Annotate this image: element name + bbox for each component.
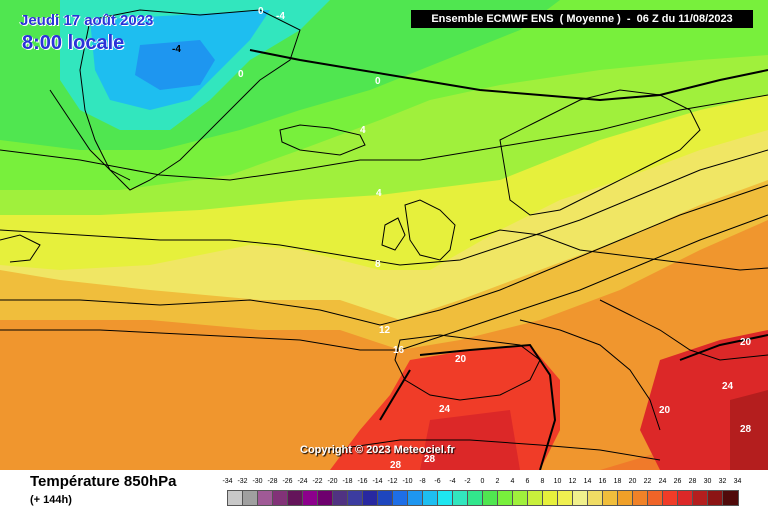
legend-tick-label: 14 [583, 478, 592, 485]
legend-tick-label: -18 [342, 478, 353, 485]
legend-tick-label: -6 [434, 478, 441, 485]
forecast-lead-time: (+ 144h) [30, 494, 72, 506]
legend-tick-label: 32 [718, 478, 727, 485]
model-run-header: Ensemble ECMWF ENS ( Moyenne ) - 06 Z du… [411, 10, 753, 28]
legend-tick-label: -16 [357, 478, 368, 485]
iso-label: 0 [375, 76, 381, 87]
legend-tick-label: 4 [510, 478, 515, 485]
iso-label: 20 [740, 337, 752, 348]
band-minus6 [135, 40, 215, 90]
forecast-date: Jeudi 17 août 2023 [20, 12, 154, 29]
legend-tick-label: 34 [733, 478, 742, 485]
iso-label: 12 [379, 325, 391, 336]
legend-tick-label: 22 [643, 478, 652, 485]
iso-label: 16 [393, 345, 405, 356]
legend-tick-label: -30 [252, 478, 263, 485]
forecast-time: 8:00 locale [22, 32, 125, 54]
iso-label: 24 [439, 404, 451, 415]
variable-title: Température 850hPa [30, 473, 177, 490]
legend-swatch [722, 490, 739, 506]
iso-label: 4 [360, 125, 366, 136]
legend-tick-label: -14 [372, 478, 383, 485]
temperature-map: 0 0 0 -4 -4 4 4 8 12 16 20 20 20 24 24 2… [0, 0, 768, 470]
iso-label: 28 [740, 424, 752, 435]
legend-tick-label: -26 [282, 478, 293, 485]
legend-tick-label: -32 [237, 478, 248, 485]
iso-label: 24 [722, 381, 734, 392]
legend-tick-label: 8 [540, 478, 545, 485]
iso-label: 0 [238, 69, 244, 80]
isotherms [0, 49, 768, 470]
legend-tick-label: 24 [658, 478, 667, 485]
iso-label: 4 [376, 188, 382, 199]
iso-label: 20 [455, 354, 467, 365]
legend-tick-label: -24 [297, 478, 308, 485]
iso-label: -4 [276, 11, 285, 22]
iso-label: 28 [390, 460, 402, 470]
legend-tick-label: -4 [449, 478, 456, 485]
legend-tick-label: 2 [495, 478, 500, 485]
iso-label: 0 [258, 6, 264, 17]
hot-core-east [730, 390, 768, 470]
map-canvas: 0 0 0 -4 -4 4 4 8 12 16 20 20 20 24 24 2… [0, 0, 768, 470]
legend-tick-label: 20 [628, 478, 637, 485]
legend-tick-label: 28 [688, 478, 697, 485]
legend-tick-label: -2 [464, 478, 471, 485]
iso-label: 8 [375, 259, 381, 270]
legend-tick-label: -12 [387, 478, 398, 485]
legend-tick-label: 12 [568, 478, 577, 485]
legend-tick-label: 6 [525, 478, 530, 485]
legend-tick-label: 10 [553, 478, 562, 485]
iso-label: -4 [172, 44, 181, 55]
legend-tick-label: 26 [673, 478, 682, 485]
legend-tick-label: 30 [703, 478, 712, 485]
iso-label: 20 [659, 405, 671, 416]
copyright-text: Copyright © 2023 Meteociel.fr [300, 444, 455, 456]
iso-label: 28 [424, 454, 436, 465]
legend-tick-label: 18 [613, 478, 622, 485]
greenland-coast [79, 9, 301, 191]
legend-tick-label: 16 [598, 478, 607, 485]
legend-tick-label: -22 [312, 478, 323, 485]
legend-tick-label: -10 [402, 478, 413, 485]
footer-bar: Température 850hPa (+ 144h) -34 -32 -30 -28… [0, 470, 768, 512]
legend-tick-label: 0 [480, 478, 485, 485]
legend-tick-label: -20 [327, 478, 338, 485]
legend-tick-label: -34 [222, 478, 233, 485]
legend-tick-label: -28 [267, 478, 278, 485]
legend-tick-label: -8 [419, 478, 426, 485]
